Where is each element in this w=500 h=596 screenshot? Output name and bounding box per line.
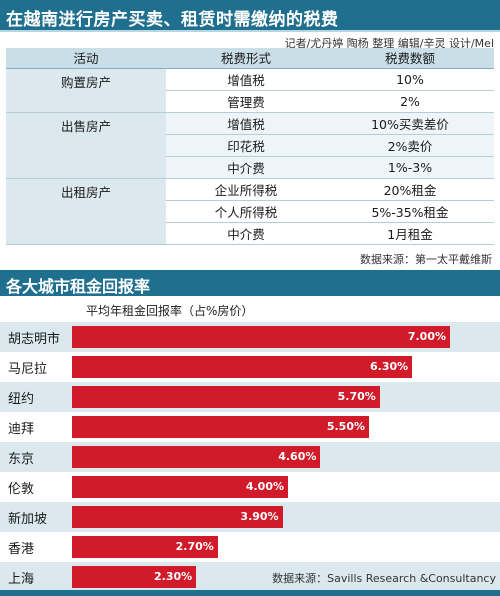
data-label: 3.90% [240, 510, 279, 523]
tax-amount-cell: 2% [326, 90, 494, 113]
table-row: 中介费 1%-3% [6, 156, 494, 179]
chart-title: 各大城市租金回报率 [6, 277, 151, 296]
tax-amount-cell: 1月租金 [326, 222, 494, 245]
chart-row: 东京 4.60% [0, 442, 500, 472]
table-row: 购置房产 增值税 10% [6, 68, 494, 113]
chart-row: 新加坡 3.90% [0, 502, 500, 532]
tax-amount-cell: 1%-3% [326, 156, 494, 179]
header-tax-amount: 税费数额 [326, 48, 494, 69]
table-row: 管理费 2% [6, 90, 494, 113]
table-row: 中介费 1月租金 [6, 222, 494, 245]
tax-type-cell: 中介费 [166, 222, 326, 245]
credit-line: 记者/尤丹婷 陶杨 整理 编辑/辛灵 设计/Mel [284, 37, 494, 50]
tax-amount-cell: 2%卖价 [326, 134, 494, 157]
data-label: 6.30% [370, 360, 409, 373]
activity-cell: 出租房产 [6, 178, 166, 245]
data-label: 5.70% [337, 390, 376, 403]
tax-type-cell: 企业所得税 [166, 178, 326, 201]
category-label: 上海 [8, 572, 35, 587]
tax-type-cell: 个人所得税 [166, 200, 326, 223]
table-header-row: 活动 税费形式 税费数额 [6, 48, 494, 69]
category-label: 新加坡 [8, 512, 48, 527]
header-activity: 活动 [6, 48, 166, 69]
tax-type-cell: 增值税 [166, 68, 326, 91]
main-title: 在越南进行房产买卖、租赁时需缴纳的税费 [6, 10, 339, 30]
table-row: 出租房产 企业所得税 20%租金 [6, 178, 494, 245]
category-label: 伦敦 [8, 482, 35, 497]
tax-amount-cell: 20%租金 [326, 178, 494, 201]
bar: 2.70% [72, 536, 218, 558]
data-label: 7.00% [407, 330, 446, 343]
source-note-table: 数据来源：第一太平戴维斯 [360, 253, 492, 266]
tax-amount-cell: 10%买卖差价 [326, 112, 494, 135]
chart-subtitle: 平均年租金回报率（占%房价） [86, 304, 254, 318]
category-label: 东京 [8, 452, 35, 467]
data-label: 2.70% [175, 540, 214, 553]
chart-title-banner: 各大城市租金回报率 [0, 270, 500, 296]
title-banner: 在越南进行房产买卖、租赁时需缴纳的税费 [0, 0, 500, 32]
chart-row: 纽约 5.70% [0, 382, 500, 412]
data-label: 4.00% [245, 480, 284, 493]
bar: 3.90% [72, 506, 283, 528]
bar: 4.00% [72, 476, 288, 498]
table-row: 印花税 2%卖价 [6, 134, 494, 157]
bar: 4.60% [72, 446, 321, 468]
category-label: 香港 [8, 542, 35, 557]
tax-type-cell: 中介费 [166, 156, 326, 179]
chart-row: 香港 2.70% [0, 532, 500, 562]
data-label: 2.30% [154, 570, 193, 583]
tax-type-cell: 印花税 [166, 134, 326, 157]
category-label: 胡志明市 [8, 332, 61, 347]
chart-row: 伦敦 4.00% [0, 472, 500, 502]
bar: 5.70% [72, 386, 380, 408]
category-label: 纽约 [8, 392, 35, 407]
table-row: 个人所得税 5%-35%租金 [6, 200, 494, 223]
chart-row: 上海 2.30% [0, 562, 500, 592]
bar: 2.30% [72, 566, 197, 588]
tax-table: 活动 税费形式 税费数额 购置房产 增值税 10% 管理费 2% 出售房产 增值… [6, 48, 494, 245]
tax-amount-cell: 5%-35%租金 [326, 200, 494, 223]
bottom-rule [0, 590, 500, 596]
tax-amount-cell: 10% [326, 68, 494, 91]
category-label: 马尼拉 [8, 362, 48, 377]
bar: 7.00% [72, 326, 450, 348]
bar: 6.30% [72, 356, 413, 378]
chart-row: 迪拜 5.50% [0, 412, 500, 442]
header-tax-type: 税费形式 [166, 48, 326, 69]
source-note-chart: 数据来源：Savills Research &Consultancy [272, 572, 496, 585]
category-label: 迪拜 [8, 422, 35, 437]
tax-type-cell: 管理费 [166, 90, 326, 113]
table-row: 出售房产 增值税 10%买卖差价 [6, 112, 494, 179]
chart-row: 马尼拉 6.30% [0, 352, 500, 382]
activity-cell: 出售房产 [6, 112, 166, 179]
data-label: 5.50% [326, 420, 365, 433]
bar: 5.50% [72, 416, 369, 438]
tax-type-cell: 增值税 [166, 112, 326, 135]
activity-cell: 购置房产 [6, 68, 166, 113]
chart-row: 胡志明市 7.00% [0, 322, 500, 352]
data-label: 4.60% [278, 450, 317, 463]
